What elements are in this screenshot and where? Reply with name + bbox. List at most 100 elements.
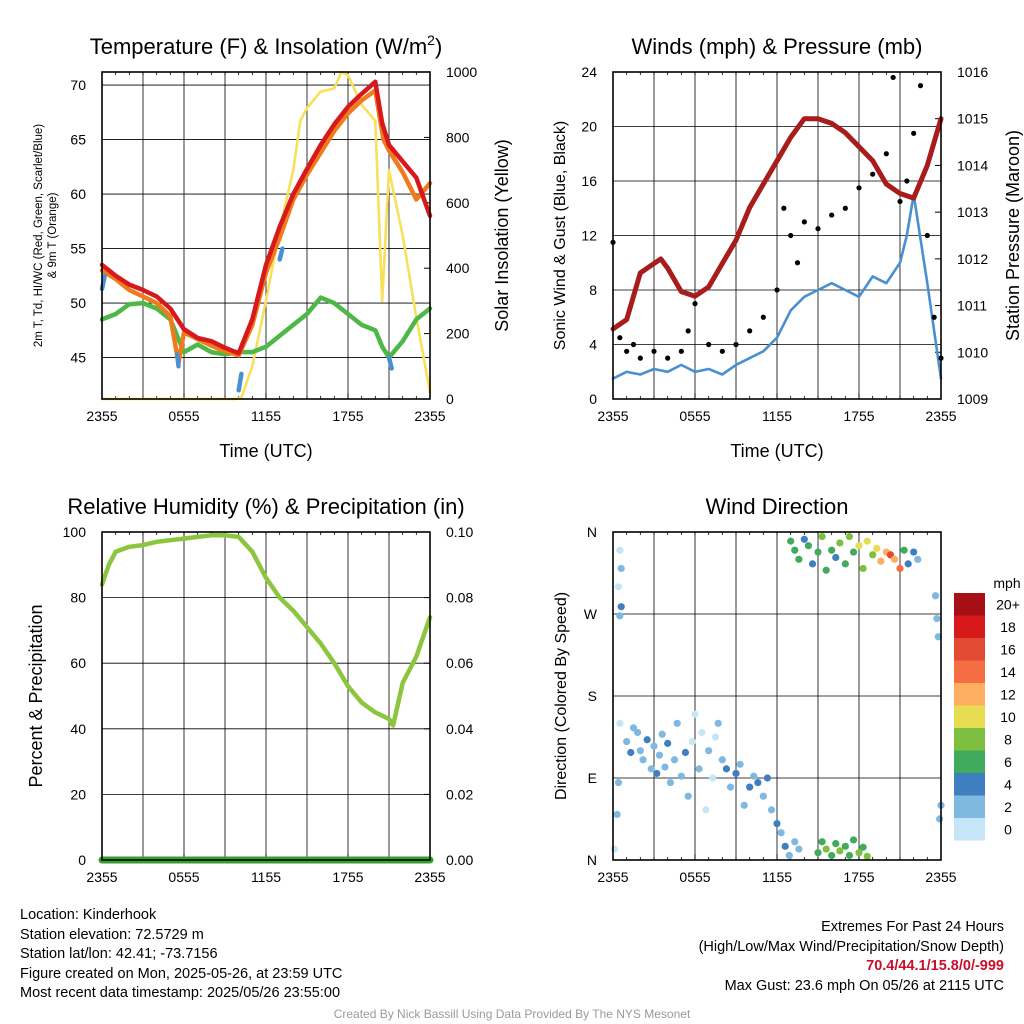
colorbar-swatch bbox=[954, 750, 985, 773]
direction-point bbox=[623, 737, 631, 746]
direction-point bbox=[746, 783, 754, 791]
direction-point bbox=[670, 756, 679, 764]
chart-title: Temperature (F) & Insolation (W/m2) bbox=[90, 32, 443, 59]
y-right-tick-label: 0.10 bbox=[446, 524, 473, 540]
y-tick-label: 12 bbox=[581, 228, 597, 244]
gust-point bbox=[747, 328, 753, 334]
direction-point bbox=[890, 555, 899, 563]
chart-title: Relative Humidity (%) & Precipitation (i… bbox=[67, 494, 464, 519]
gust-point bbox=[760, 314, 766, 320]
y-tick-label: 45 bbox=[70, 350, 86, 366]
y-tick-label: 24 bbox=[581, 64, 597, 80]
direction-point bbox=[900, 546, 908, 554]
direction-point bbox=[627, 748, 635, 757]
direction-point bbox=[750, 772, 758, 780]
direction-point bbox=[616, 546, 624, 554]
station-info: Location: Kinderhook Station elevation: … bbox=[20, 906, 342, 1004]
y-right-tick-label: 600 bbox=[446, 195, 470, 211]
colorbar-label: 2 bbox=[1004, 799, 1012, 815]
direction-point bbox=[863, 852, 871, 860]
y-tick-label: 60 bbox=[70, 186, 86, 202]
plot-frame bbox=[101, 531, 431, 861]
gust-point bbox=[931, 314, 937, 320]
recent-timestamp: Most recent data timestamp: 2025/05/26 2… bbox=[20, 985, 341, 1001]
y-tick-label: 4 bbox=[589, 337, 597, 353]
direction-point bbox=[617, 564, 625, 573]
series-2m-temperature bbox=[99, 79, 433, 356]
gust-point bbox=[829, 212, 835, 218]
direction-point bbox=[934, 633, 942, 641]
direction-point bbox=[661, 763, 669, 771]
y-right-tick-label: 0.00 bbox=[446, 852, 473, 868]
series-heat-index bbox=[386, 355, 394, 371]
y-right-tick-label: 1012 bbox=[957, 251, 988, 267]
direction-point bbox=[873, 544, 881, 553]
direction-point bbox=[610, 845, 618, 853]
direction-point bbox=[933, 614, 941, 623]
direction-point bbox=[845, 851, 854, 860]
colorbar-label: 8 bbox=[1004, 731, 1012, 747]
x-tick-label: 1155 bbox=[762, 869, 792, 885]
colorbar-label: 0 bbox=[1004, 821, 1012, 837]
gust-point bbox=[685, 328, 691, 334]
station-elevation: Station elevation: 72.5729 m bbox=[20, 926, 204, 943]
direction-point bbox=[791, 838, 799, 846]
direction-point bbox=[695, 765, 703, 773]
direction-point bbox=[740, 801, 748, 809]
max-gust: Max Gust: 23.6 mph On 05/26 at 2115 UTC bbox=[724, 977, 1004, 994]
y-right-tick-label: 0 bbox=[446, 391, 454, 407]
direction-point bbox=[655, 751, 664, 759]
x-tick-label: 2355 bbox=[597, 408, 628, 424]
series-station-pressure bbox=[610, 116, 944, 332]
colorbar-swatch bbox=[954, 705, 985, 728]
colorbar-swatch bbox=[954, 818, 985, 841]
colorbar-swatch bbox=[954, 615, 985, 638]
y-axis-label: 2m T, Td, HI/WC (Red, Green, Scarlet/Blu… bbox=[33, 124, 45, 347]
direction-point bbox=[910, 548, 918, 556]
y-tick-label: 16 bbox=[581, 173, 597, 189]
gust-point bbox=[917, 83, 924, 89]
y-tick-label: 100 bbox=[63, 524, 87, 540]
y-tick-label: 80 bbox=[70, 590, 86, 606]
colorbar-swatch bbox=[954, 773, 985, 796]
direction-point bbox=[718, 756, 726, 764]
direction-point bbox=[763, 774, 772, 782]
colorbar-title: mph bbox=[993, 575, 1020, 591]
direction-point bbox=[814, 849, 822, 857]
series-relative-humidity bbox=[99, 533, 433, 728]
direction-point bbox=[614, 583, 623, 591]
direction-point bbox=[800, 535, 808, 543]
y-right-tick-label: 1014 bbox=[957, 157, 988, 173]
direction-point bbox=[614, 778, 623, 787]
x-tick-label: 2355 bbox=[414, 869, 445, 885]
y-right-axis-label: Solar Insolation (Yellow) bbox=[492, 139, 512, 331]
direction-point bbox=[904, 560, 912, 568]
y-tick-label: E bbox=[588, 770, 597, 786]
y-right-tick-label: 1009 bbox=[957, 391, 988, 407]
y-right-tick-label: 1013 bbox=[957, 204, 988, 220]
gust-point bbox=[719, 348, 725, 354]
y-right-tick-label: 200 bbox=[446, 326, 470, 342]
x-tick-label: 2355 bbox=[597, 869, 628, 885]
y-tick-label: W bbox=[584, 606, 598, 622]
y-right-tick-label: 1010 bbox=[957, 344, 988, 360]
direction-point bbox=[822, 566, 830, 574]
panel-2: 2355 0555 1155 1755 235504812162024100910101… bbox=[552, 34, 1023, 461]
gust-point bbox=[637, 355, 643, 361]
series-dewpoint bbox=[99, 295, 433, 360]
x-tick-label: 1755 bbox=[332, 408, 363, 424]
direction-point bbox=[785, 851, 793, 860]
direction-point bbox=[849, 836, 858, 844]
direction-point bbox=[634, 728, 642, 737]
gust-point bbox=[781, 205, 787, 211]
x-tick-label: 1155 bbox=[251, 408, 281, 424]
direction-point bbox=[658, 730, 666, 738]
colorbar-label: 6 bbox=[1004, 754, 1012, 770]
direction-point bbox=[795, 555, 803, 563]
direction-point bbox=[709, 774, 717, 782]
y-tick-label: 0 bbox=[78, 852, 86, 868]
series-solar-insolation bbox=[100, 70, 432, 401]
y-axis-label: Direction (Colored By Speed) bbox=[553, 592, 570, 800]
chart-title: Winds (mph) & Pressure (mb) bbox=[632, 34, 923, 59]
direction-point bbox=[677, 772, 685, 780]
